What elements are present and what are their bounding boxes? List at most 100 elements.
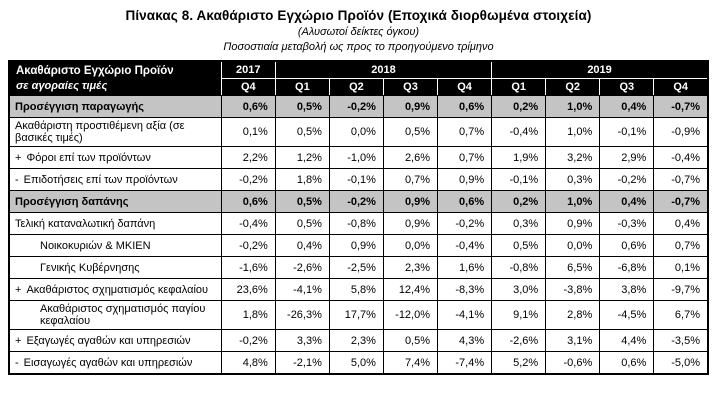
- value-cell: -0,2%: [220, 234, 276, 257]
- row-label-cell: + Ακαθάριστος σχηματισμός κεφαλαίου: [8, 278, 222, 301]
- row-label-cell: + Εξαγωγές αγαθών και υπηρεσιών: [8, 329, 222, 352]
- value-cell: -0,2%: [220, 329, 276, 352]
- value-cell: 3,1%: [545, 329, 601, 352]
- value-cell: 5,8%: [328, 278, 384, 301]
- corner-line-2: σε αγοραίες τιμές: [16, 80, 108, 92]
- value-cell: 1,6%: [437, 256, 493, 279]
- value-cell: 0,5%: [274, 95, 330, 118]
- value-cell: 17,7%: [328, 300, 384, 330]
- row-label: Εισαγωγές αγαθών και υπηρεσιών: [23, 356, 193, 369]
- value-cell: 0,1%: [653, 256, 709, 279]
- value-cell: 2,8%: [545, 300, 601, 330]
- value-cell: -0,4%: [653, 146, 709, 169]
- value-cell: 0,6%: [220, 95, 276, 118]
- row-label-cell: - Επιδοτήσεις επί των προϊόντων: [8, 168, 222, 191]
- value-cell: -0,2%: [437, 212, 493, 235]
- row-label: Ακαθάριστος σχηματισμός κεφαλαίου: [26, 283, 209, 296]
- value-cell: -0,7%: [653, 190, 709, 213]
- value-cell: 1,9%: [491, 146, 547, 169]
- value-cell: 0,9%: [328, 234, 384, 257]
- value-cell: -1,0%: [328, 146, 384, 169]
- year-header-cell: 2017: [220, 60, 276, 79]
- value-cell: 2,3%: [328, 329, 384, 352]
- table-row: - Εισαγωγές αγαθών και υπηρεσιών 4,8% -2,1%…: [8, 351, 709, 375]
- value-cell: -4,5%: [599, 300, 655, 330]
- value-cell: 0,6%: [599, 234, 655, 257]
- value-cell: 0,7%: [437, 117, 493, 147]
- table-header: Ακαθάριστο Εγχώριο Προϊόν σε αγοραίες τιμ…: [8, 60, 709, 96]
- table-row: Γενικής Κυβέρνησης -1,6% -2,6% -2,5% 2,3% 1,6…: [8, 256, 709, 279]
- value-cell: 0,7%: [382, 168, 439, 191]
- value-cell: -5,0%: [653, 351, 709, 375]
- sign-prefix: -: [15, 173, 19, 186]
- row-label-cell: Τελική καταναλωτική δαπάνη: [8, 212, 222, 235]
- value-cell: 1,2%: [274, 146, 330, 169]
- value-cell: 4,8%: [220, 351, 276, 375]
- value-cell: 0,9%: [437, 168, 493, 191]
- value-cell: -0,7%: [653, 95, 709, 118]
- gdp-table: Ακαθάριστο Εγχώριο Προϊόν σε αγοραίες τιμ…: [8, 60, 709, 375]
- value-cell: 23,6%: [220, 278, 276, 301]
- row-label: Επιδοτήσεις επί των προϊόντων: [23, 173, 178, 186]
- value-cell: 2,6%: [382, 146, 439, 169]
- table-row: Ακαθάριστος σχηματισμός παγίου κεφαλαίου…: [8, 300, 709, 330]
- value-cell: 0,1%: [220, 117, 276, 147]
- quarter-header-cell: Q3: [599, 78, 655, 96]
- row-label: Γενικής Κυβέρνησης: [40, 261, 140, 274]
- value-cell: 0,7%: [437, 146, 493, 169]
- value-cell: 1,0%: [545, 117, 601, 147]
- value-cell: 3,0%: [491, 278, 547, 301]
- value-cell: -0,8%: [491, 256, 547, 279]
- value-cell: -0,4%: [437, 234, 493, 257]
- row-label-cell: Γενικής Κυβέρνησης: [8, 256, 222, 279]
- value-cell: -0,2%: [220, 168, 276, 191]
- value-cell: -0,8%: [328, 212, 384, 235]
- value-cell: 0,4%: [599, 190, 655, 213]
- value-cell: -2,1%: [274, 351, 330, 375]
- value-cell: 1,8%: [274, 168, 330, 191]
- value-cell: -26,3%: [274, 300, 330, 330]
- row-label: Φόροι επί των προϊόντων: [26, 151, 151, 164]
- value-cell: 0,6%: [220, 190, 276, 213]
- value-cell: 0,0%: [382, 234, 439, 257]
- value-cell: -12,0%: [382, 300, 439, 330]
- sign-prefix: +: [15, 151, 22, 164]
- value-cell: -3,5%: [653, 329, 709, 352]
- value-cell: -2,6%: [274, 256, 330, 279]
- table-row: - Επιδοτήσεις επί των προϊόντων -0,2% 1,8% -…: [8, 168, 709, 191]
- quarter-header-cell: Q4: [437, 78, 493, 96]
- value-cell: -0,3%: [599, 212, 655, 235]
- value-cell: -0,4%: [220, 212, 276, 235]
- value-cell: -0,2%: [599, 168, 655, 191]
- year-header-cell: 2018: [274, 60, 493, 79]
- value-cell: 0,5%: [382, 117, 439, 147]
- row-label-cell: + Φόροι επί των προϊόντων: [8, 146, 222, 169]
- value-cell: 6,5%: [545, 256, 601, 279]
- table-body: Προσέγγιση παραγωγής 0,6% 0,5% -0,2% 0,9% 0,6…: [8, 95, 709, 375]
- row-label-cell: Προσέγγιση παραγωγής: [8, 95, 222, 118]
- quarter-header-cell: Q2: [328, 78, 384, 96]
- value-cell: -0,1%: [328, 168, 384, 191]
- value-cell: -4,1%: [437, 300, 493, 330]
- subtitle-percent-change: Ποσοστιαία μεταβολή ως προς το προηγούμε…: [223, 41, 494, 53]
- value-cell: 4,4%: [599, 329, 655, 352]
- value-cell: 0,9%: [382, 190, 439, 213]
- corner-cell: Ακαθάριστο Εγχώριο Προϊόν σε αγοραίες τιμ…: [8, 60, 222, 96]
- quarter-header-cell: Q4: [220, 78, 276, 96]
- row-label: Ακαθάριστη προστιθέμενη αξία (σε βασικές…: [15, 120, 185, 144]
- value-cell: 0,0%: [545, 234, 601, 257]
- value-cell: 4,3%: [437, 329, 493, 352]
- value-cell: -8,3%: [437, 278, 493, 301]
- value-cell: 2,3%: [382, 256, 439, 279]
- quarter-header-cell: Q1: [274, 78, 330, 96]
- value-cell: -7,4%: [437, 351, 493, 375]
- value-cell: 0,9%: [382, 95, 439, 118]
- value-cell: 0,9%: [545, 212, 601, 235]
- quarter-header-cell: Q2: [545, 78, 601, 96]
- table-row: + Εξαγωγές αγαθών και υπηρεσιών -0,2% 3,3% 2…: [8, 329, 709, 352]
- row-label: Εξαγωγές αγαθών και υπηρεσιών: [26, 334, 191, 347]
- value-cell: 0,4%: [274, 234, 330, 257]
- value-cell: 12,4%: [382, 278, 439, 301]
- value-cell: 0,5%: [274, 212, 330, 235]
- value-cell: -3,8%: [545, 278, 601, 301]
